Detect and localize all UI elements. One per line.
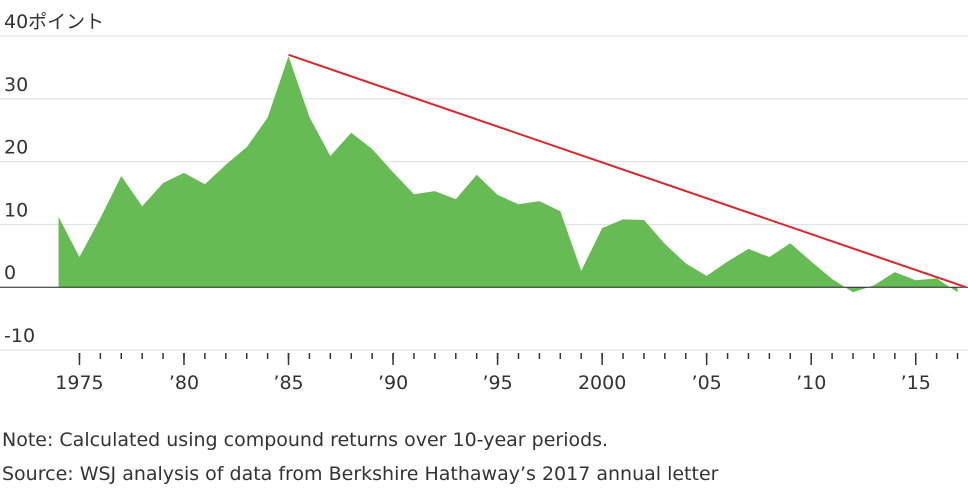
note: Note: Calculated using compound returns … [2, 429, 608, 451]
area [58, 56, 958, 293]
plot [0, 53, 968, 293]
trend-line [288, 53, 967, 289]
y-tick-label: -10 [4, 325, 35, 347]
x-tick-label: ’05 [692, 372, 722, 394]
x-tick-label: 2000 [578, 372, 626, 394]
x-tick-label: ’15 [901, 372, 931, 394]
x-tick-label: ’85 [273, 372, 303, 394]
y-tick-label: 40ポイント [4, 11, 104, 33]
x-tick-label: ’95 [482, 372, 512, 394]
x-tick-label: 1975 [55, 372, 103, 394]
source: Source: WSJ analysis of data from Berksh… [2, 463, 719, 485]
y-tick-label: 0 [4, 262, 16, 284]
y-tick-label: 20 [4, 137, 28, 159]
label-background [0, 9, 218, 35]
y-tick-label: 10 [4, 199, 28, 221]
x-tick-label: ’80 [169, 372, 199, 394]
x-tick-label: ’90 [378, 372, 408, 394]
x-tick-label: ’10 [796, 372, 826, 394]
labels: 40ポイント 30 20 10 0 -10 1975 ’80 ’85 ’90 ’95 2000 ’05 ’… [0, 9, 959, 394]
y-tick-label: 30 [4, 74, 28, 96]
